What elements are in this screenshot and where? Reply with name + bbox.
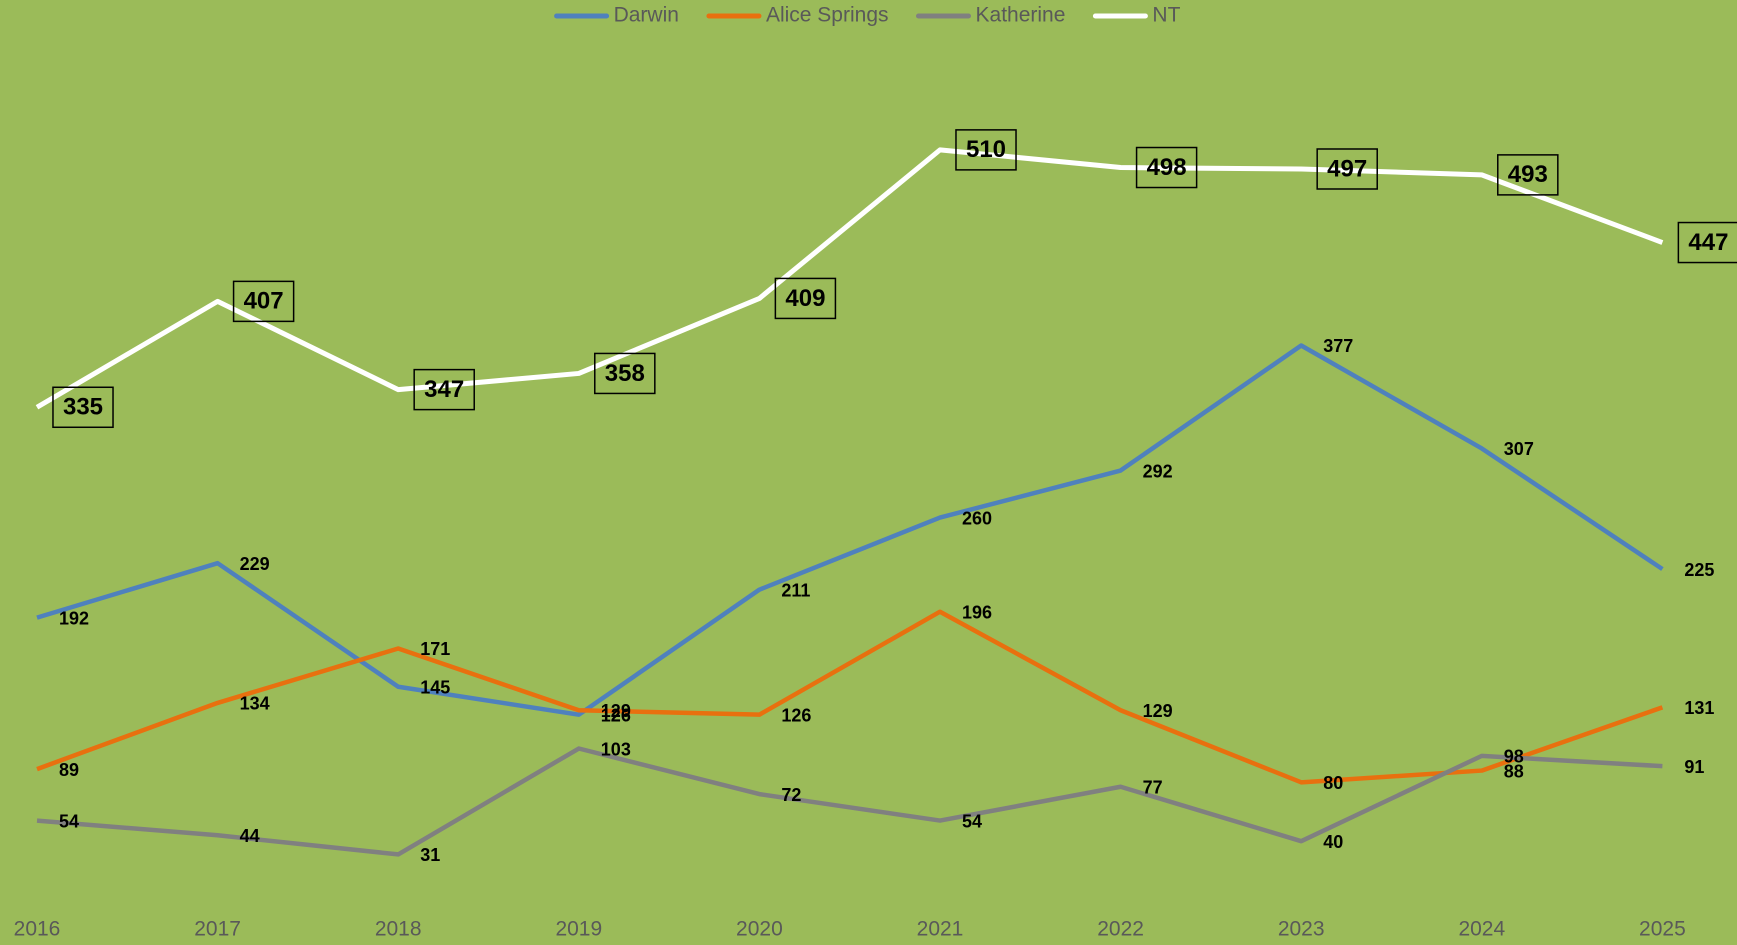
data-label: 171 [420, 639, 450, 659]
data-label-box [52, 386, 114, 429]
x-tick-label: 2017 [194, 918, 241, 941]
data-label-box [1135, 146, 1198, 189]
data-label-box [774, 277, 837, 320]
data-label: 91 [1684, 757, 1704, 777]
data-label: 54 [962, 811, 982, 831]
data-label-box [955, 129, 1017, 171]
x-tick-label: 2021 [917, 918, 964, 941]
data-label: 260 [962, 508, 992, 528]
data-label-box [232, 280, 295, 323]
data-label: 510 [966, 136, 1006, 163]
data-label-box [1316, 148, 1378, 190]
legend-label: NT [1152, 4, 1180, 27]
legend-label: Alice Springs [766, 4, 889, 27]
data-label: 196 [962, 602, 992, 622]
data-label: 72 [781, 785, 801, 805]
data-label-box [1497, 154, 1559, 196]
series-line [36, 609, 1664, 785]
data-label: 497 [1327, 155, 1367, 182]
data-label: 126 [601, 705, 631, 725]
x-tick-label: 2020 [736, 918, 783, 941]
series-line [35, 147, 1664, 410]
data-label: 447 [1688, 229, 1728, 256]
data-label: 493 [1508, 161, 1548, 188]
x-tick-label: 2023 [1278, 918, 1325, 941]
legend-label: Katherine [976, 4, 1066, 27]
data-label: 307 [1504, 439, 1534, 459]
data-label: 131 [1684, 698, 1714, 718]
data-label: 498 [1147, 154, 1187, 181]
data-label: 129 [601, 701, 631, 721]
x-tick-label: 2019 [555, 918, 602, 941]
x-tick-label: 2018 [375, 918, 422, 941]
data-label: 145 [420, 677, 450, 697]
data-label: 129 [1143, 701, 1173, 721]
x-tick-label: 2016 [14, 918, 61, 941]
data-label: 89 [59, 760, 79, 780]
data-label: 103 [601, 739, 631, 759]
data-label: 98 [1504, 747, 1524, 767]
legend-label: Darwin [614, 4, 679, 27]
data-label: 77 [1143, 777, 1163, 797]
data-label: 292 [1143, 461, 1173, 481]
x-tick-label: 2022 [1097, 918, 1144, 941]
data-label: 229 [240, 554, 270, 574]
data-label: 358 [605, 360, 645, 387]
data-label: 409 [785, 285, 825, 312]
data-label: 88 [1504, 761, 1524, 781]
x-tick-label: 2024 [1458, 918, 1505, 941]
data-label: 377 [1323, 336, 1353, 356]
series-line [36, 343, 1664, 717]
data-label: 192 [59, 608, 89, 628]
data-label: 44 [240, 826, 260, 846]
legend: Darwin Alice Springs Katherine NT [554, 4, 1181, 27]
data-label: 407 [244, 288, 284, 315]
data-label: 40 [1323, 832, 1343, 852]
x-tick-label: 2025 [1639, 918, 1686, 941]
data-label: 80 [1323, 773, 1343, 793]
data-label: 54 [59, 811, 79, 831]
data-label: 126 [781, 705, 811, 725]
data-label-box [594, 352, 656, 395]
data-label: 347 [424, 376, 464, 403]
series-line [36, 746, 1663, 857]
data-label: 31 [420, 845, 440, 865]
data-label: 134 [240, 694, 270, 714]
data-label: 225 [1684, 560, 1714, 580]
data-label: 211 [781, 580, 810, 600]
data-label: 335 [63, 394, 103, 421]
data-label-box [413, 368, 475, 411]
data-label-box [1677, 221, 1737, 264]
